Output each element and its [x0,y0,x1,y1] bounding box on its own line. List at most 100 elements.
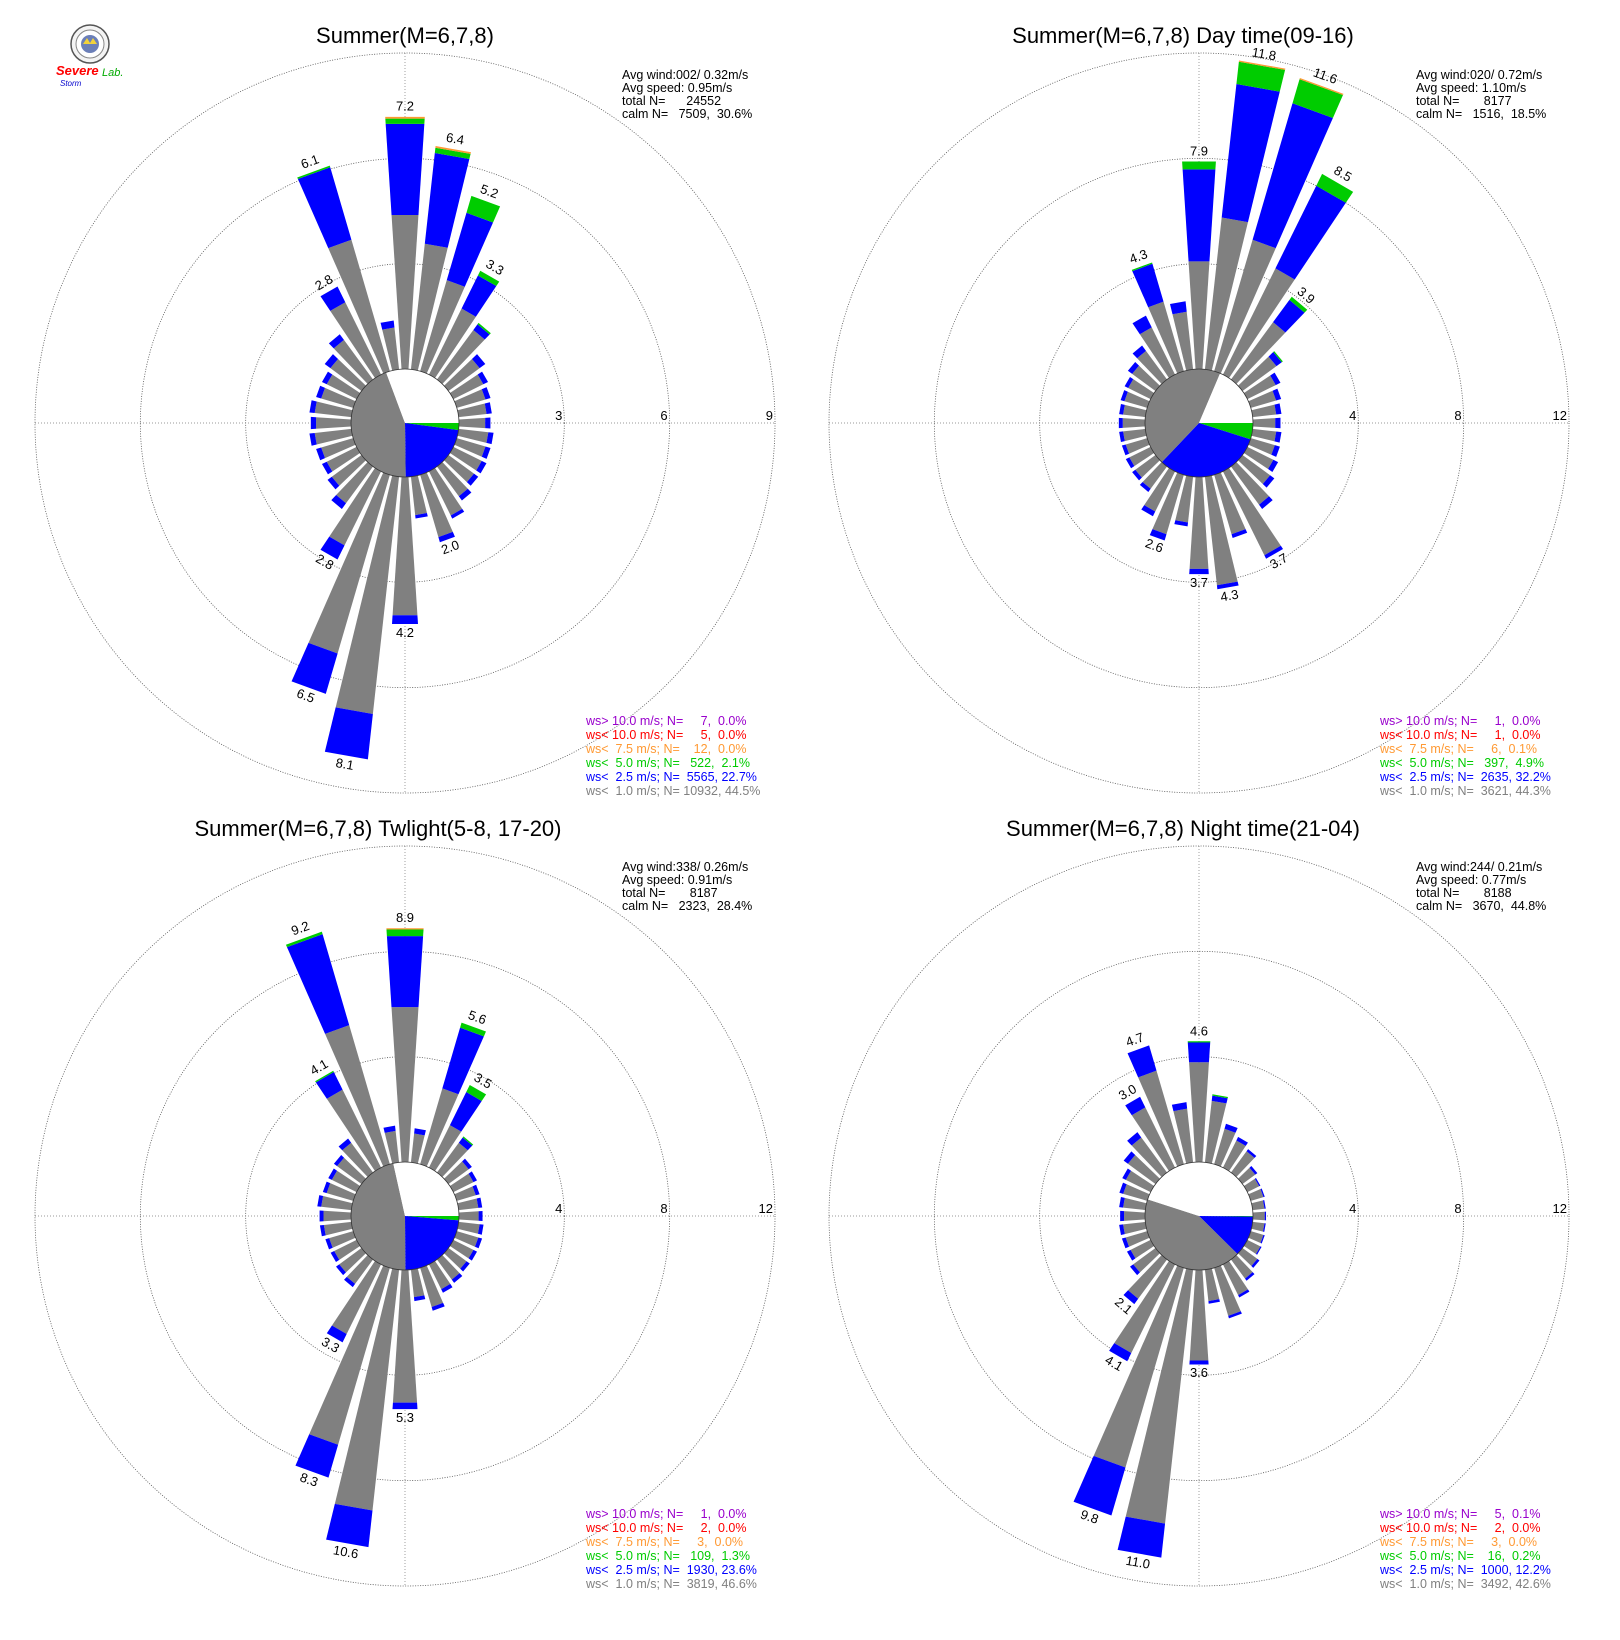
bar-segment-lt2_5-dir-290 [1119,1182,1127,1194]
bar-segment-lt2_5-dir-40 [473,324,490,340]
bar-segment-lt5-dir-50 [1273,351,1283,363]
bar-segment-lt1-dir-190 [334,1268,400,1511]
bar-total-label: 7.2 [396,99,414,114]
logo-text-lab: Lab. [102,67,123,79]
bar-segment-lt1-dir-20 [420,280,465,374]
calm-pie-lt1 [351,372,406,477]
calm-circle [350,368,460,478]
ring-12 [828,52,1570,794]
bar-segment-lt2_5-dir-330 [320,286,346,311]
bar-total-label: 11.0 [1125,1553,1152,1572]
legend-entry: ws< 10.0 m/s; N= 2, 0.0% [585,1521,747,1535]
panel-title: Summer(M=6,7,8) Twlight(5-8, 17-20) [194,816,561,841]
bar-segment-lt2_5-dir-310 [333,1155,345,1167]
bar-total-label: 4.7 [1124,1029,1146,1049]
bar-total-label: 3.6 [1190,1365,1208,1380]
bar-segment-lt2_5-dir-280 [309,400,317,414]
bar-segment-lt1-dir-140 [1230,1255,1253,1279]
ring-label: 12 [1553,1201,1567,1216]
bar-segment-lt1-dir-320 [342,1142,374,1177]
stats-line: Avg wind:244/ 0.21m/s [1416,860,1542,874]
bar-segment-lt1-dir-310 [1127,1155,1160,1185]
calm-pie-calm [393,1162,459,1216]
bar-segment-lt1-dir-60 [1243,375,1276,400]
bar-segment-lt5-dir-30 [477,270,500,287]
bar-segment-lt2_5-dir-170 [1208,1299,1220,1304]
bar-total-label: 4.3 [1127,246,1149,266]
legend-entry: ws< 2.5 m/s; N= 1930, 23.6% [585,1563,757,1577]
bar-segment-lt1-dir-320 [1137,350,1168,384]
bar-segment-lt1-dir-40 [436,329,485,384]
bar-total-label: 4.3 [1219,587,1239,605]
bar-total-label: 5.2 [478,181,500,201]
bar-segment-lt2_5-dir-50 [1268,352,1282,367]
bar-total-label: 8.1 [335,755,355,773]
bar-segment-lt1-dir-100 [457,428,489,443]
bar-segment-lt1-dir-150 [428,1260,451,1290]
bar-segment-lt1-dir-270 [1124,1211,1146,1221]
bar-segment-lt2_5-dir-0 [1182,169,1216,262]
bar-segment-lt2_5-dir-80 [1274,403,1282,415]
bar-segment-lt7_5-dir-0 [385,116,425,119]
bar-segment-lt2_5-dir-330 [315,1071,343,1099]
bar-segment-lt2_5-dir-50 [462,1158,472,1170]
bar-segment-lt2_5-dir-260 [1119,1224,1125,1236]
bar-segment-lt2_5-dir-240 [330,1251,340,1263]
bar-segment-lt2_5-dir-70 [472,1184,480,1196]
stats-line: Avg speed: 1.10m/s [1416,81,1526,95]
bar-segment-lt2_5-dir-80 [476,1197,483,1208]
bar-total-label: 4.2 [396,625,414,640]
bar-segment-lt2_5-dir-220 [1139,482,1151,492]
bar-total-label: 3.7 [1190,575,1208,590]
stats-line: calm N= 3670, 44.8% [1416,899,1546,913]
bar-segment-lt1-dir-340 [1138,1070,1184,1167]
bar-segment-lt2_5-dir-120 [1255,1246,1262,1255]
bar-segment-lt1-dir-350 [1172,311,1194,371]
bar-segment-lt1-dir-190 [1125,1268,1194,1524]
stats-line: total N= 8188 [1416,886,1512,900]
bar-segment-lt2_5-dir-290 [322,1181,331,1194]
bar-total-label: 2.0 [439,537,461,557]
bar-segment-lt2_5-dir-210 [1109,1343,1132,1362]
bar-segment-lt1-dir-290 [326,1183,356,1201]
bar-segment-lt1-dir-140 [436,1255,460,1280]
bar-segment-lt7_5-dir-0 [386,928,424,930]
bar-segment-lt1-dir-150 [1222,1260,1248,1296]
ring-9 [34,52,776,794]
bar-segment-lt7_5-dir-10 [1238,60,1286,70]
severe-storm-lab-logo: Severe Storm Lab. [52,24,142,94]
bar-segment-lt1-dir-310 [330,359,366,392]
bar-segment-lt2_5-dir-160 [438,531,455,543]
bar-segment-lt1-dir-20 [1214,1128,1236,1167]
logo-seal-icon: Severe Storm Lab. [56,24,123,88]
calm-pie-lt1 [1144,1199,1238,1270]
bar-segment-lt1-dir-170 [1204,475,1238,586]
bar-segment-lt1-dir-340 [1148,301,1184,374]
bar-total-label: 6.5 [295,686,317,706]
legend-entry: ws< 1.0 m/s; N= 10932, 44.5% [585,784,760,798]
bar-segment-lt5-dir-40 [477,322,491,335]
legend-entry: ws< 7.5 m/s; N= 3, 0.0% [1379,1535,1537,1549]
bar-segment-lt2_5-dir-0 [385,123,425,215]
bar-segment-lt2_5-dir-140 [458,488,472,501]
legend-entry: ws< 2.5 m/s; N= 5565, 22.7% [585,770,757,784]
bar-segment-lt1-dir-300 [1128,379,1155,400]
ring-label: 3 [555,408,562,423]
bar-segment-lt1-dir-250 [321,438,356,459]
bar-segment-lt2_5-dir-300 [1122,1168,1132,1180]
bar-segment-lt2_5-dir-80 [1262,1200,1266,1209]
bar-segment-lt1-dir-80 [457,403,487,418]
bar-segment-lt2_5-dir-100 [477,1224,484,1235]
bar-segment-lt2_5-dir-180 [391,615,419,625]
bar-segment-lt1-dir-350 [382,327,400,371]
bar-segment-lt2_5-dir-330 [1132,315,1152,335]
bar-segment-lt2_5-dir-110 [1260,1234,1265,1244]
bar-segment-lt2_5-dir-200 [291,642,338,694]
bar-segment-lt1-dir-70 [454,389,486,408]
bar-segment-lt2_5-dir-320 [338,1138,352,1151]
bar-segment-lt2_5-dir-210 [320,536,345,560]
bar-segment-lt2_5-dir-20 [442,1027,484,1095]
bar-segment-lt1-dir-120 [449,446,482,471]
bar-segment-lt2_5-dir-200 [295,1434,339,1478]
bar-segment-lt2_5-dir-250 [1121,444,1130,456]
